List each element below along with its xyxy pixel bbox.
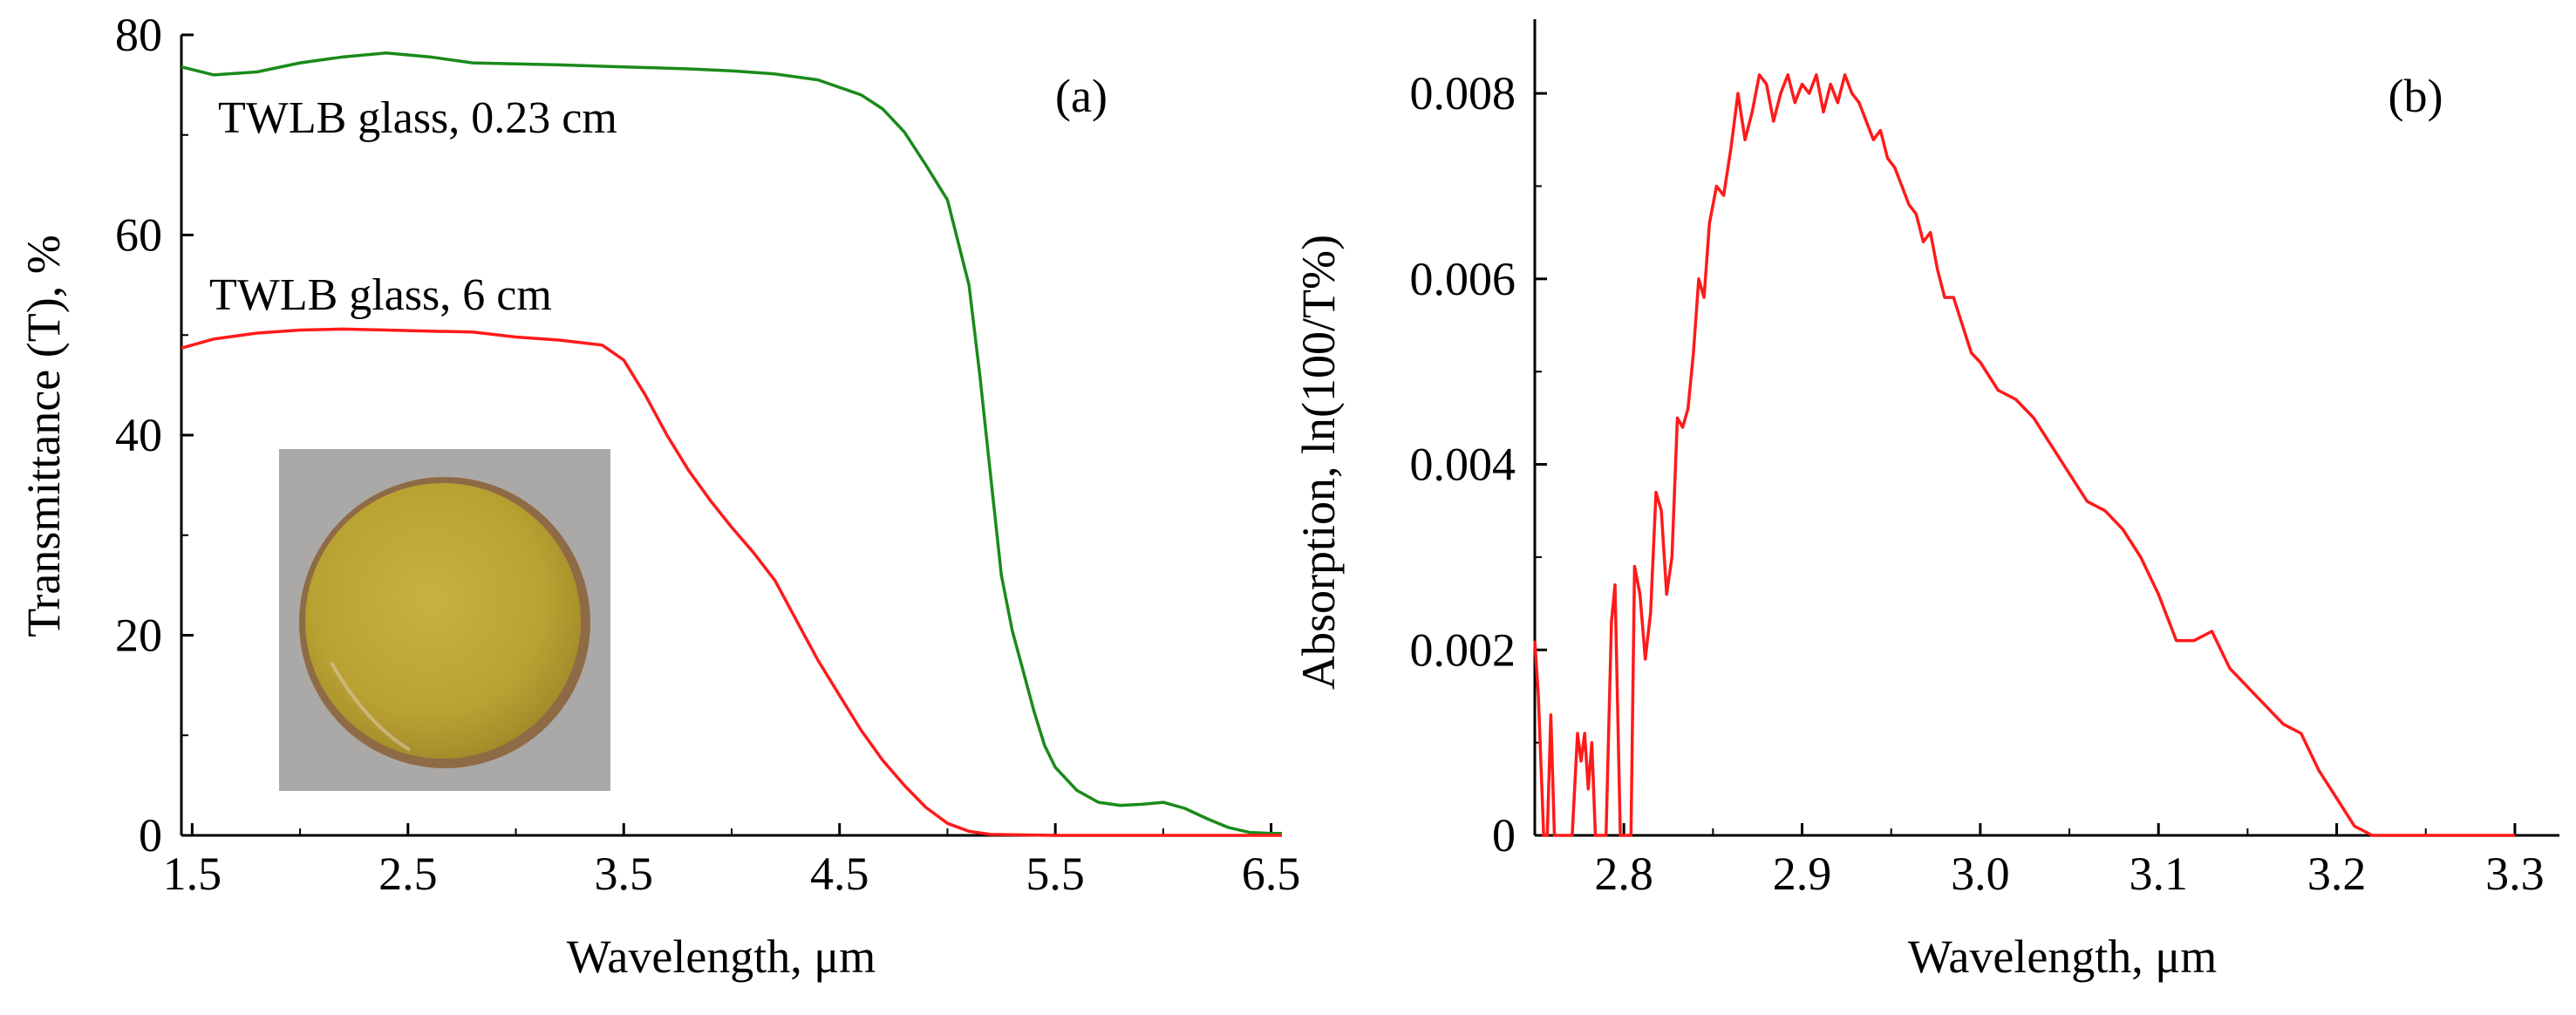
panel-a-x-tick-label: 2.5 <box>378 848 438 900</box>
panel-a-series <box>181 51 1282 837</box>
panel-b-x-tick-label: 2.8 <box>1594 848 1653 900</box>
panel-b-ticks: 2.8 2.9 3.0 3.1 3.2 3.3 0 0.002 0.004 0.006 0.008 <box>1410 67 2545 900</box>
panel-a-ylabel: Transmittance (T), % <box>17 235 70 637</box>
panel-b-series <box>1533 73 2515 837</box>
panel-b-y-tick-label: 0.002 <box>1410 623 1516 676</box>
panel-b-xlabel: Wavelength, μm <box>1908 930 2218 983</box>
panel-b-series-line-0 <box>1533 73 2515 837</box>
panel-a-legend-green: TWLB glass, 0.23 cm <box>218 93 617 143</box>
panel-a-label: (a) <box>1055 70 1107 122</box>
panel-a-y-tick-label: 20 <box>115 610 162 662</box>
panel-a-ticks: 1.5 2.5 3.5 4.5 5.5 6.5 0 20 40 60 80 <box>115 9 1300 900</box>
panel-a-y-tick-label: 60 <box>115 209 162 262</box>
panel-a-y-tick-label: 0 <box>139 809 162 862</box>
panel-a-x-tick-label: 3.5 <box>595 848 654 900</box>
panel-a-series-line-1 <box>181 327 1282 837</box>
panel-b-axes <box>1533 19 2559 837</box>
panel-b-x-tick-label: 3.3 <box>2485 848 2545 900</box>
panel-a-x-tick-label: 6.5 <box>1242 848 1301 900</box>
panel-b-x-tick-label: 3.0 <box>1951 848 2010 900</box>
inset-photo <box>279 449 610 791</box>
panel-b-y-tick-label: 0.004 <box>1410 439 1516 491</box>
panel-a-legend-red: TWLB glass, 6 cm <box>209 270 552 320</box>
panel-a-y-tick-label: 40 <box>115 409 162 461</box>
panel-b-y-tick-label: 0 <box>1492 809 1516 862</box>
panel-a-x-tick-label: 5.5 <box>1026 848 1085 900</box>
panel-a-x-tick-label: 4.5 <box>810 848 869 900</box>
panel-b-x-tick-label: 2.9 <box>1773 848 1832 900</box>
panel-a-chart: 1.5 2.5 3.5 4.5 5.5 6.5 0 20 40 60 80 (a) TWLB gla… <box>17 9 1300 983</box>
panel-b-y-tick-label: 0.008 <box>1410 67 1516 119</box>
panel-a-x-tick-label: 1.5 <box>163 848 222 900</box>
panel-b-y-tick-label: 0.006 <box>1410 253 1516 305</box>
panel-b-label: (b) <box>2389 70 2443 122</box>
panel-b-x-tick-label: 3.1 <box>2129 848 2188 900</box>
glass-disk <box>305 483 581 759</box>
panel-b-ylabel: Absorption, ln(100/T%) <box>1292 235 1345 690</box>
panel-b-x-tick-label: 3.2 <box>2307 848 2367 900</box>
panel-a-series-line-0 <box>181 51 1282 835</box>
panel-b-chart: 2.8 2.9 3.0 3.1 3.2 3.300.0020.0040.0060.008 … <box>1292 19 2559 983</box>
panel-a-y-tick-label: 80 <box>115 9 162 61</box>
panel-a-xlabel: Wavelength, μm <box>567 930 876 983</box>
